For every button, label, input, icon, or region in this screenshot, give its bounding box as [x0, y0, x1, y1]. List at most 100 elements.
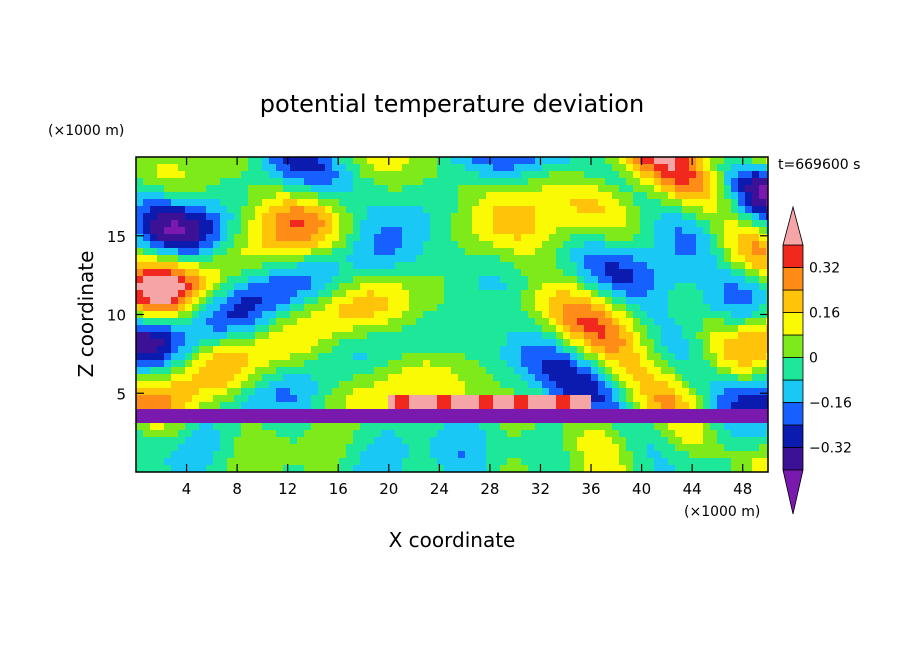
contour-cell	[283, 353, 291, 361]
contour-cell	[451, 234, 459, 242]
contour-cell	[486, 332, 494, 340]
contour-cell	[311, 304, 319, 312]
contour-cell	[283, 395, 291, 403]
contour-cell	[528, 304, 536, 312]
contour-cell	[661, 465, 669, 472]
contour-cell	[675, 409, 683, 417]
contour-cell	[584, 213, 592, 221]
contour-cell	[703, 290, 711, 298]
contour-cell	[472, 241, 480, 249]
contour-cell	[633, 430, 641, 438]
contour-cell	[318, 290, 326, 298]
contour-cell	[647, 171, 655, 179]
contour-cell	[206, 241, 214, 249]
contour-cell	[507, 388, 515, 396]
contour-cell	[381, 234, 389, 242]
contour-cell	[668, 304, 676, 312]
contour-cell	[388, 451, 396, 459]
contour-cell	[535, 388, 543, 396]
colorbar-tick-label: 0	[809, 351, 818, 367]
contour-cell	[717, 458, 725, 466]
contour-cell	[402, 290, 410, 298]
contour-cell	[682, 227, 690, 235]
contour-cell	[479, 325, 487, 333]
contour-cell	[759, 283, 767, 291]
contour-cell	[234, 185, 242, 193]
contour-cell	[276, 409, 284, 417]
contour-cell	[416, 381, 424, 389]
contour-cell	[528, 402, 536, 410]
contour-cell	[465, 255, 473, 263]
contour-cell	[584, 318, 592, 326]
contour-cell	[605, 339, 613, 347]
contour-cell	[675, 353, 683, 361]
contour-cell	[556, 206, 564, 214]
contour-cell	[206, 171, 214, 179]
contour-cell	[703, 388, 711, 396]
contour-cell	[542, 325, 550, 333]
contour-cell	[388, 241, 396, 249]
contour-cell	[157, 360, 165, 368]
contour-cell	[227, 458, 235, 466]
contour-cell	[591, 367, 599, 375]
contour-cell	[409, 458, 417, 466]
contour-cell	[752, 423, 760, 431]
contour-cell	[416, 339, 424, 347]
contour-cell	[416, 346, 424, 354]
contour-cell	[150, 262, 158, 270]
contour-cell	[262, 402, 270, 410]
contour-cell	[577, 220, 585, 228]
contour-cell	[192, 269, 200, 277]
contour-cell	[304, 178, 312, 186]
contour-cell	[416, 353, 424, 361]
contour-cell	[304, 241, 312, 249]
contour-cell	[276, 213, 284, 221]
contour-cell	[423, 325, 431, 333]
contour-cell	[612, 171, 620, 179]
contour-cell	[360, 346, 368, 354]
contour-cell	[731, 171, 739, 179]
contour-cell	[178, 360, 186, 368]
contour-cell	[227, 213, 235, 221]
contour-cell	[731, 444, 739, 452]
contour-cell	[577, 290, 585, 298]
contour-cell	[731, 346, 739, 354]
contour-cell	[591, 423, 599, 431]
contour-cell	[465, 402, 473, 410]
contour-cell	[591, 416, 599, 424]
contour-cell	[388, 339, 396, 347]
contour-cell	[171, 157, 179, 165]
contour-cell	[661, 164, 669, 172]
contour-cell	[479, 227, 487, 235]
contour-cell	[318, 206, 326, 214]
contour-cell	[710, 262, 718, 270]
contour-cell	[472, 367, 480, 375]
contour-cell	[514, 416, 522, 424]
contour-cell	[213, 360, 221, 368]
contour-cell	[479, 451, 487, 459]
contour-cell	[731, 437, 739, 445]
contour-cell	[227, 367, 235, 375]
contour-cell	[381, 213, 389, 221]
contour-cell	[269, 241, 277, 249]
contour-cell	[185, 164, 193, 172]
contour-cell	[745, 304, 753, 312]
contour-cell	[619, 192, 627, 200]
contour-cell	[346, 374, 354, 382]
contour-cell	[346, 206, 354, 214]
contour-cell	[171, 234, 179, 242]
contour-cell	[451, 416, 459, 424]
contour-cell	[430, 388, 438, 396]
contour-cell	[535, 451, 543, 459]
contour-cell	[178, 157, 186, 165]
contour-cell	[374, 171, 382, 179]
contour-cell	[157, 430, 165, 438]
contour-cell	[647, 269, 655, 277]
contour-cell	[157, 332, 165, 340]
contour-cell	[297, 262, 305, 270]
contour-cell	[507, 220, 515, 228]
contour-cell	[759, 458, 767, 466]
contour-cell	[570, 409, 578, 417]
contour-cell	[311, 185, 319, 193]
